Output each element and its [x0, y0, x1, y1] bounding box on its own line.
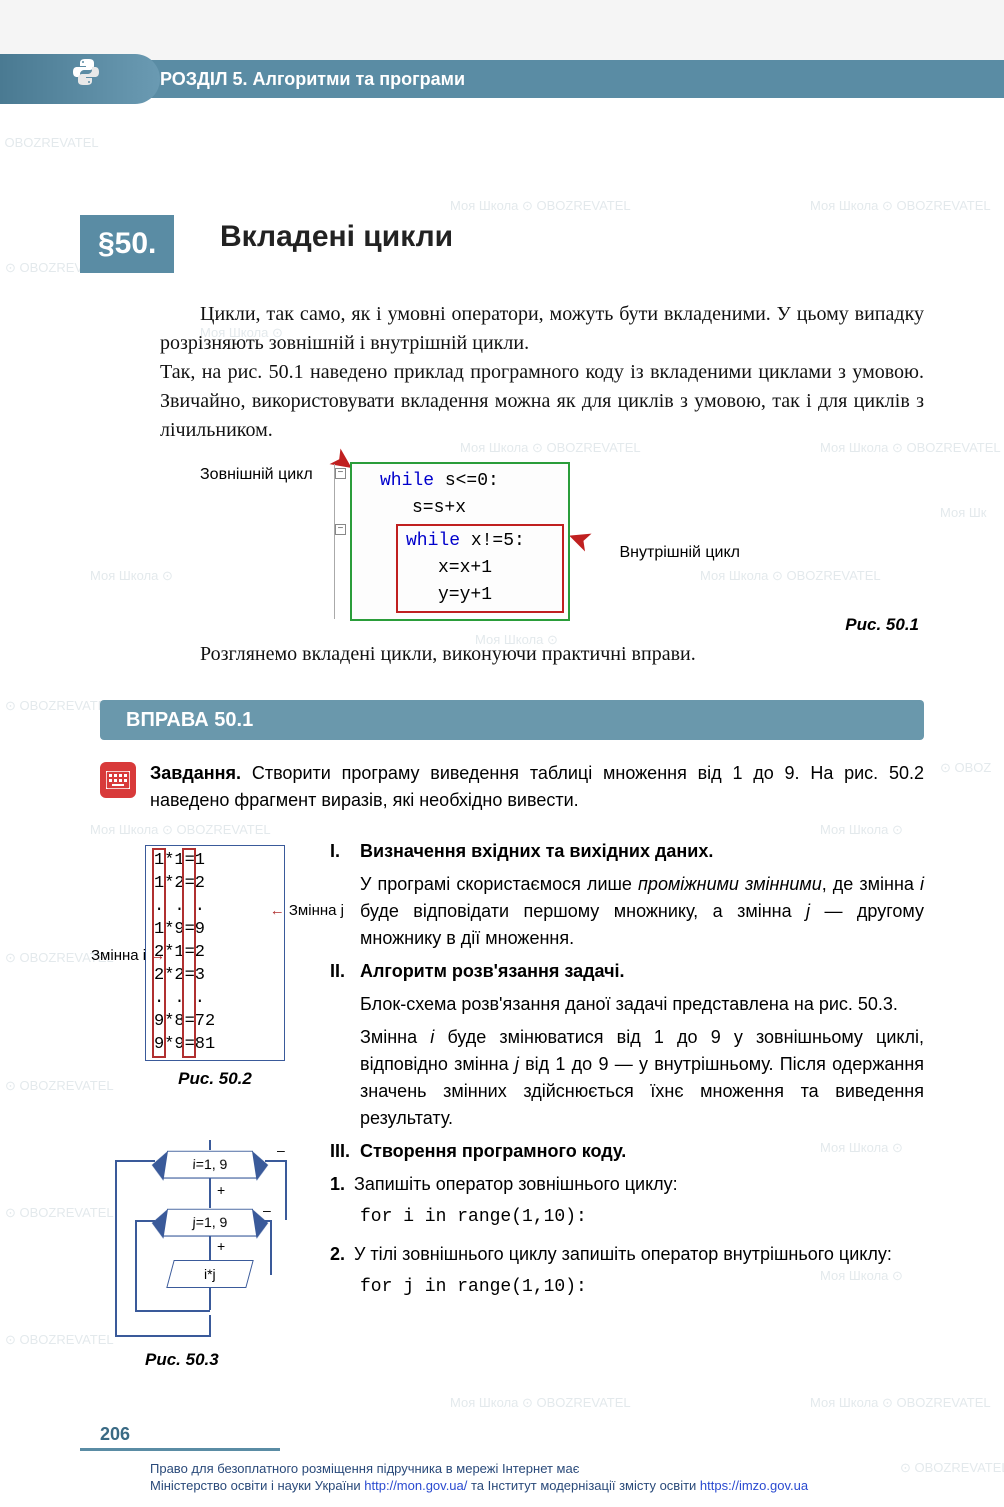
chapter-title: РОЗДІЛ 5. Алгоритми та програми: [160, 69, 465, 90]
fold-icon: −: [335, 468, 346, 479]
table-row: . . .: [154, 896, 276, 919]
code-line: x=x+1: [406, 555, 554, 582]
imzo-link[interactable]: https://imzo.gov.ua: [700, 1478, 808, 1493]
figure-50-2-caption: Рис. 50.2: [145, 1069, 285, 1089]
multiplication-table: Змінна i → ← Змінна j 1*1=1 1*2=2 . . . …: [145, 845, 285, 1061]
flow-line: [135, 1220, 137, 1310]
table-row: . . .: [154, 988, 276, 1011]
transition-paragraph: Розглянемо вкладені цикли, виконуючи пра…: [160, 640, 924, 669]
page-number: 206: [100, 1424, 130, 1445]
section-title: Вкладені цикли: [220, 220, 453, 254]
task-body: Створити програму виведення таблиці множ…: [150, 763, 924, 810]
plus-label: +: [217, 1238, 225, 1254]
table-row: 2*1=2: [154, 942, 276, 965]
figure-50-1-caption: Рис. 50.1: [845, 615, 919, 635]
flowchart-loop-i: i=1, 9: [163, 1151, 258, 1179]
inner-loop-label: Внутрішній цикл: [619, 544, 740, 562]
code-line: y=y+1: [406, 582, 554, 609]
keyboard-icon: [100, 762, 136, 798]
table-row: 1*9=9: [154, 919, 276, 942]
flow-line: [209, 1140, 211, 1150]
flow-line: [115, 1160, 117, 1335]
code-line: s=s+x: [380, 495, 556, 522]
watermark: ⊙ OBOZ: [940, 760, 991, 776]
watermark: Моя Школа ⊙ OBOZREVATEL: [810, 198, 991, 214]
watermark: Моя Шк: [940, 505, 986, 520]
figure-50-2: Змінна i → ← Змінна j 1*1=1 1*2=2 . . . …: [95, 845, 295, 1089]
page-number-underline: [80, 1448, 280, 1451]
watermark: Моя Школа ⊙ OBOZREVATEL: [450, 198, 631, 214]
minus-label: –: [277, 1142, 285, 1158]
step-3-heading: III.Створення програмного коду.: [330, 1138, 924, 1165]
figure-50-1: Зовнішній цикл Внутрішній цикл ➤ ➤ − − w…: [350, 462, 570, 621]
exercise-header: ВПРАВА 50.1: [100, 700, 924, 740]
task-label: Завдання.: [150, 763, 241, 783]
flow-line: [265, 1160, 287, 1162]
flow-line: [115, 1335, 210, 1337]
flow-line: [285, 1160, 287, 1220]
variable-i-label: Змінна i →: [91, 946, 165, 966]
table-row: 9*9=81: [154, 1034, 276, 1057]
flow-line: [209, 1288, 211, 1310]
watermark: ⊙ OBOZREVATEL: [0, 135, 99, 151]
flow-line: [270, 1220, 272, 1275]
figure-50-3: i=1, 9 j=1, 9 i*j + – + – Рис. 50.3: [95, 1140, 305, 1370]
table-row: 2*2=3: [154, 965, 276, 988]
flow-line: [209, 1315, 211, 1337]
step-1-body: У програмі скористаємося лише проміжними…: [360, 871, 924, 952]
steps-list: I.Визначення вхідних та вихідних даних. …: [330, 838, 924, 1311]
watermark: ⊙ OBOZREVATEL: [5, 698, 114, 714]
code-line: while s<=0:: [380, 468, 556, 495]
figure-50-3-caption: Рис. 50.3: [145, 1350, 305, 1370]
flowchart-output: i*j: [166, 1260, 254, 1288]
code-line: while x!=5:: [406, 528, 554, 555]
task-description: Завдання. Створити програму виведення та…: [150, 760, 924, 814]
code-snippet-2: for j in range(1,10):: [360, 1274, 924, 1301]
watermark: Моя Школа ⊙ OBOZREVATEL: [450, 1395, 631, 1411]
step-2-heading: II.Алгоритм розв'язання задачі.: [330, 958, 924, 985]
table-row: 1*2=2: [154, 873, 276, 896]
code-block: − − while s<=0: s=s+x while x!=5: x=x+1 …: [350, 462, 570, 621]
step-3-1: 1.Запишіть оператор зовнішнього циклу:: [330, 1171, 924, 1198]
chapter-header: РОЗДІЛ 5. Алгоритми та програми: [0, 60, 1004, 98]
table-row: 9*8=72: [154, 1011, 276, 1034]
flow-line: [209, 1178, 211, 1208]
fold-icon: −: [335, 524, 346, 535]
code-snippet-1: for i in range(1,10):: [360, 1204, 924, 1231]
textbook-page: Моя Школа ⊙ OBOZREVATEL Моя Школа ⊙ OBOZR…: [0, 60, 1004, 1507]
python-icon: [70, 56, 106, 92]
watermark: Моя Школа ⊙: [90, 568, 173, 584]
footer-attribution: Право для безоплатного розміщення підруч…: [150, 1461, 944, 1495]
mon-link[interactable]: http://mon.gov.ua/: [364, 1478, 467, 1493]
watermark: Моя Школа ⊙ OBOZREVATEL: [810, 1395, 991, 1411]
intro-paragraph: Цикли, так само, як і умовні оператори, …: [160, 300, 924, 445]
step-2-body-a: Блок-схема розв'язання даної задачі пред…: [360, 991, 924, 1018]
flow-line: [135, 1310, 210, 1312]
flow-line: [209, 1236, 211, 1260]
code-gutter: − −: [334, 464, 350, 619]
watermark: Моя Школа ⊙ OBOZREVATEL: [90, 822, 271, 838]
plus-label: +: [217, 1182, 225, 1198]
flow-line: [115, 1160, 155, 1162]
watermark: Моя Школа ⊙: [820, 822, 903, 838]
watermark: Моя Школа ⊙ OBOZREVATEL: [700, 568, 881, 584]
section-number-badge: §50.: [80, 215, 174, 273]
flowchart: i=1, 9 j=1, 9 i*j + – + –: [95, 1140, 305, 1340]
table-row: 1*1=1: [154, 850, 276, 873]
step-2-body-b: Змінна i буде змінюватися від 1 до 9 у з…: [360, 1024, 924, 1132]
flowchart-loop-j: j=1, 9: [163, 1209, 258, 1237]
step-3-2: 2.У тілі зовнішнього циклу запишіть опер…: [330, 1241, 924, 1268]
column-highlight-j: [182, 848, 196, 1058]
inner-loop-box: while x!=5: x=x+1 y=y+1: [396, 524, 564, 613]
step-1-heading: I.Визначення вхідних та вихідних даних.: [330, 838, 924, 865]
outer-loop-label: Зовнішній цикл: [200, 466, 313, 484]
minus-label: –: [263, 1202, 271, 1218]
